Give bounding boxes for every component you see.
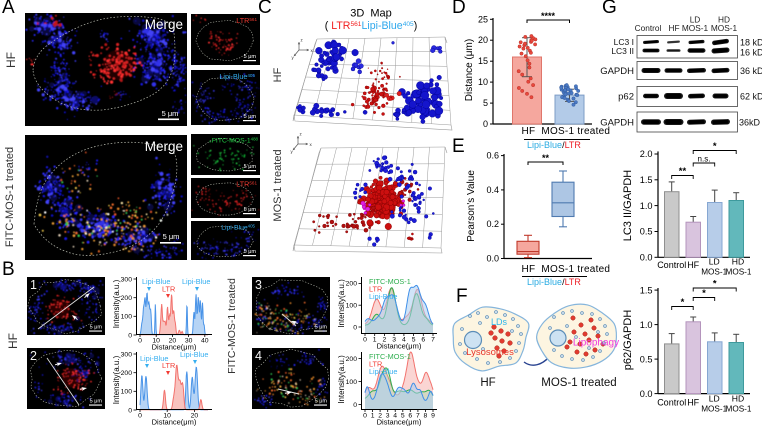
svg-text:HD: HD: [732, 257, 744, 267]
svg-text:MOS-1: MOS-1: [682, 23, 709, 33]
svg-text:62 kD: 62 kD: [740, 92, 762, 102]
svg-text:*: *: [713, 279, 717, 290]
svg-text:Lipi-Blue405: Lipi-Blue405: [219, 72, 255, 81]
svg-text:Control: Control: [635, 23, 662, 33]
svg-text:HD: HD: [732, 394, 744, 404]
svg-text:5 μm: 5 μm: [244, 164, 257, 170]
svg-text:5 μm: 5 μm: [244, 207, 257, 213]
svg-text:z: z: [300, 132, 303, 137]
svg-text:16 kD: 16 kD: [740, 48, 762, 58]
svg-text:2.0: 2.0: [640, 149, 653, 159]
svg-text:Control: Control: [657, 398, 686, 408]
svg-text:MOS-1: MOS-1: [701, 405, 727, 414]
svg-text:0.4: 0.4: [486, 185, 499, 195]
svg-text:*: *: [702, 288, 706, 299]
svg-text:36 kD: 36 kD: [740, 66, 762, 76]
svg-text:0: 0: [483, 119, 488, 129]
svg-text:25: 25: [478, 14, 488, 24]
svg-text:0.6: 0.6: [486, 151, 499, 161]
svg-text:LDs: LDs: [491, 317, 508, 327]
svg-text:p62: p62: [618, 92, 634, 103]
svg-text:18 kD: 18 kD: [740, 38, 762, 48]
svg-text:5 μm: 5 μm: [244, 114, 257, 120]
svg-text:LTR561: LTR561: [236, 16, 257, 25]
svg-text:0.0: 0.0: [640, 389, 653, 399]
svg-text:HF: HF: [687, 398, 699, 408]
svg-text:5 μm: 5 μm: [162, 109, 179, 118]
svg-text:5 μm: 5 μm: [163, 232, 180, 241]
svg-text:Lipophagy: Lipophagy: [573, 338, 619, 349]
svg-text:1.5: 1.5: [640, 285, 653, 295]
svg-text:20: 20: [478, 35, 488, 45]
svg-text:****: ****: [541, 11, 556, 21]
svg-text:*: *: [713, 141, 717, 152]
svg-text:Lipi-Blue405: Lipi-Blue405: [221, 224, 255, 232]
svg-text:HF: HF: [668, 23, 679, 33]
svg-text:**: **: [542, 153, 550, 163]
svg-text:LD: LD: [709, 257, 720, 267]
svg-text:5 μm: 5 μm: [244, 249, 257, 255]
svg-text:( LTR561Lipi-Blue405): ( LTR561Lipi-Blue405): [325, 20, 418, 32]
svg-text:*: *: [681, 297, 685, 308]
svg-text:n.s.: n.s.: [698, 155, 711, 164]
svg-text:0.5: 0.5: [640, 227, 653, 237]
svg-text:GAPDH: GAPDH: [600, 66, 634, 77]
svg-text:**: **: [679, 166, 687, 177]
svg-text:1.5: 1.5: [640, 175, 653, 185]
svg-text:HF: HF: [480, 377, 495, 389]
svg-text:MOS-1: MOS-1: [726, 268, 752, 277]
svg-text:0.0: 0.0: [640, 253, 653, 263]
svg-text:MOS-1: MOS-1: [711, 23, 738, 33]
svg-text:FITC-MOS-1488: FITC-MOS-1488: [212, 137, 259, 145]
svg-text:z: z: [301, 38, 304, 43]
svg-text:Merge: Merge: [145, 17, 183, 32]
svg-text:MOS-1 treated: MOS-1 treated: [541, 377, 616, 389]
svg-text:Merge: Merge: [145, 139, 183, 154]
svg-text:LD: LD: [709, 394, 720, 404]
svg-text:5 μm: 5 μm: [244, 54, 257, 60]
svg-text:15: 15: [478, 56, 488, 66]
svg-text:36kD: 36kD: [739, 118, 761, 128]
svg-text:LC3 II: LC3 II: [611, 46, 634, 56]
svg-text:MOS-1: MOS-1: [701, 268, 727, 277]
svg-text:0.2: 0.2: [486, 219, 499, 229]
svg-text:Lysosomes: Lysosomes: [466, 347, 514, 358]
svg-text:5: 5: [483, 98, 488, 108]
svg-text:0.5: 0.5: [640, 354, 653, 364]
svg-text:HF: HF: [687, 260, 699, 270]
svg-text:x: x: [310, 142, 313, 147]
svg-text:MOS-1: MOS-1: [726, 405, 752, 414]
svg-text:1.0: 1.0: [640, 201, 653, 211]
svg-text:10: 10: [478, 77, 488, 87]
svg-text:1.0: 1.0: [640, 320, 653, 330]
svg-text:0.0: 0.0: [486, 254, 499, 264]
svg-text:3D Map: 3D Map: [350, 8, 392, 20]
svg-text:Control: Control: [657, 260, 686, 270]
svg-text:LTR561: LTR561: [236, 180, 257, 189]
